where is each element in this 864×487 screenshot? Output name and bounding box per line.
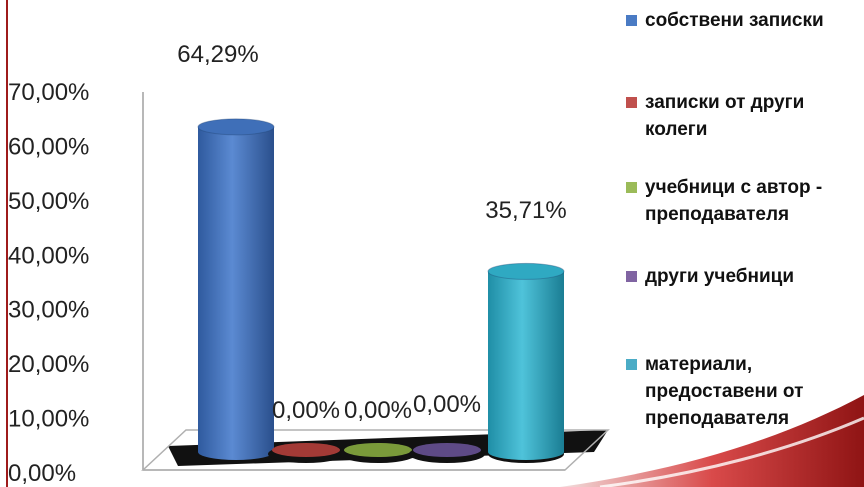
data-label: 64,29% [177, 41, 258, 68]
data-label: 0,00% [344, 397, 412, 424]
y-tick-label: 40,00% [8, 242, 89, 269]
bar-disc [272, 443, 340, 457]
bar-1 [197, 118, 275, 463]
legend-swatch [626, 271, 637, 282]
legend-label: колеги [645, 119, 707, 140]
y-tick-label: 10,00% [8, 406, 89, 433]
legend-label: преподавателя [645, 204, 789, 225]
bar-5 [487, 262, 565, 463]
bar-body [488, 271, 564, 460]
legend-item: записки от други колеги [626, 92, 804, 140]
legend-label: собствени записки [645, 10, 824, 31]
bar-top [197, 118, 275, 136]
legend-label: учебници с автор - [645, 177, 822, 198]
legend-item: други учебници [626, 266, 794, 287]
legend-swatch [626, 182, 637, 193]
legend-swatch [626, 359, 637, 370]
y-tick-label: 70,00% [8, 79, 89, 106]
y-tick-label: 60,00% [8, 133, 89, 160]
chart-floor [141, 429, 610, 471]
legend-swatch [626, 97, 637, 108]
legend-label: материали, [645, 354, 752, 375]
bar-4 [409, 443, 485, 463]
legend-label: преподавателя [645, 408, 789, 429]
legend-swatch [626, 15, 637, 26]
legend-item: собствени записки [626, 10, 824, 31]
bar-top [487, 262, 565, 280]
page-left-border [6, 0, 8, 487]
legend-label: записки от други [645, 92, 804, 113]
decorative-swoosh-highlight [599, 416, 864, 487]
y-tick-label: 0,00% [8, 460, 76, 487]
y-tick-label: 20,00% [8, 351, 89, 378]
bar-body [198, 126, 274, 461]
y-tick-label: 50,00% [8, 188, 89, 215]
legend-label: други учебници [645, 266, 794, 287]
data-label: 35,71% [485, 197, 566, 224]
bar-disc [413, 443, 481, 457]
legend-item: учебници с автор - преподавателя [626, 177, 822, 225]
legend-label: предоставени от [645, 381, 803, 402]
bar-disc [344, 443, 412, 457]
y-tick-label: 30,00% [8, 297, 89, 324]
data-label: 0,00% [413, 391, 481, 418]
bar-2 [268, 443, 344, 463]
legend-item: материали, предоставени от преподавателя [626, 354, 803, 429]
data-label: 0,00% [272, 397, 340, 424]
decorative-swoosh [560, 395, 864, 487]
bar-3 [340, 443, 416, 463]
